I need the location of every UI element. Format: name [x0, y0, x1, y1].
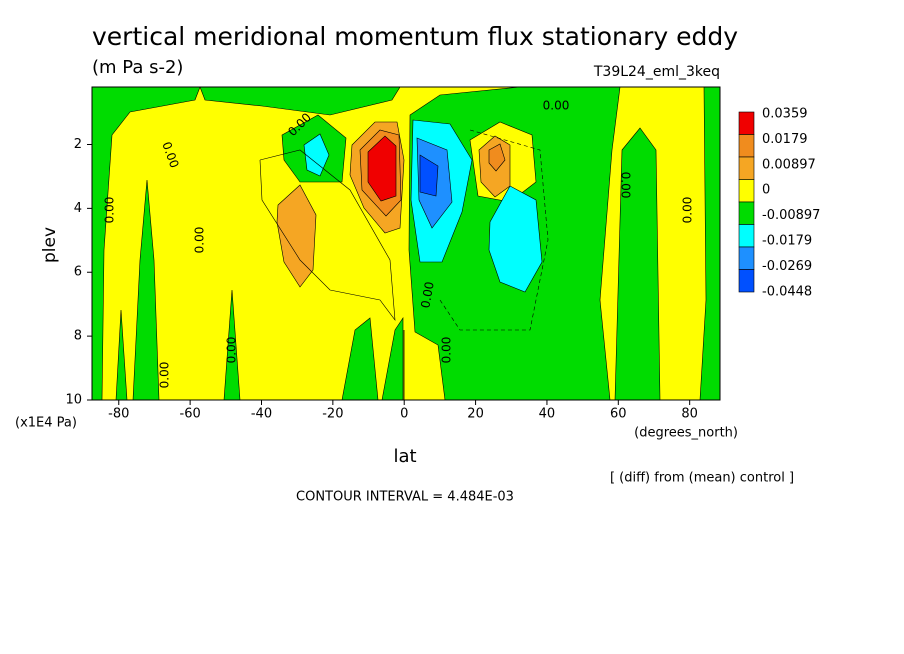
- colorbar-label: -0.0269: [762, 259, 812, 274]
- x-units: (degrees_north): [634, 426, 738, 441]
- contour-label: 0.00: [193, 227, 207, 254]
- y-tick-label: 8: [74, 329, 82, 344]
- x-tick-label: 0: [400, 407, 408, 422]
- colorbar-box: [738, 134, 755, 158]
- colorbar-label: -0.00897: [762, 208, 820, 223]
- x-tick-label: -80: [108, 407, 129, 422]
- field-background: [92, 87, 720, 400]
- run-label: T39L24_eml_3keq: [593, 64, 720, 80]
- x-tick-label: -20: [322, 407, 343, 422]
- x-tick-label: -60: [180, 407, 201, 422]
- colorbar-label: 0: [762, 183, 770, 198]
- x-tick-label: 60: [610, 407, 627, 422]
- colorbar-box: [738, 201, 755, 225]
- contour-region: [488, 185, 543, 293]
- y-axis-label: plev: [40, 227, 60, 263]
- contour-region: [488, 143, 506, 172]
- contour-region: [419, 154, 439, 197]
- colorbar-box: [738, 111, 755, 135]
- contour-label: 0.00: [440, 337, 454, 364]
- plot-frame: [91, 86, 721, 401]
- y-units: (x1E4 Pa): [15, 416, 77, 431]
- y-tick-label: 2: [74, 137, 82, 152]
- colorbar-label: 0.0179: [762, 132, 808, 147]
- colorbar-box: [738, 269, 755, 293]
- y-tick-label: 6: [74, 265, 82, 280]
- colorbar-box: [738, 179, 755, 203]
- contour-label: 0.00: [158, 362, 172, 389]
- contour-region: [303, 133, 330, 177]
- colorbar-label: 0.0359: [762, 107, 808, 122]
- colorbar-box: [738, 246, 755, 270]
- contour-label: 0.00: [543, 99, 570, 113]
- contour-region: [276, 184, 317, 288]
- x-tick-label: 20: [467, 407, 484, 422]
- y-tick-label: 10: [65, 393, 82, 408]
- contour-line: [259, 149, 396, 322]
- x-tick-label: -40: [251, 407, 272, 422]
- colorbar-label: -0.0179: [762, 234, 812, 249]
- contour-region: [367, 135, 397, 202]
- contour-label: 0.00: [418, 281, 436, 310]
- contour-interval: CONTOUR INTERVAL = 4.484E-03: [296, 490, 514, 505]
- contour-line: [439, 129, 549, 331]
- contour-label: 0.00: [681, 197, 695, 224]
- colorbar-label: 0.00897: [762, 157, 816, 172]
- note: [ (diff) from (mean) control ]: [610, 471, 794, 486]
- x-axis-label: lat: [393, 446, 416, 467]
- contour-region: [614, 127, 661, 401]
- chart-subtitle: (m Pa s-2): [92, 57, 183, 78]
- x-tick-label: 80: [681, 407, 698, 422]
- colorbar-label: -0.0448: [762, 284, 812, 299]
- colorbar-box: [738, 224, 755, 248]
- contour-label: 0.00: [619, 172, 633, 199]
- y-tick-label: 4: [74, 201, 82, 216]
- contour-label: 0.00: [103, 197, 117, 224]
- colorbar-box: [738, 156, 755, 180]
- contour-label: 0.00: [225, 337, 239, 364]
- x-tick-label: 40: [539, 407, 556, 422]
- chart-title: vertical meridional momentum flux statio…: [92, 22, 738, 51]
